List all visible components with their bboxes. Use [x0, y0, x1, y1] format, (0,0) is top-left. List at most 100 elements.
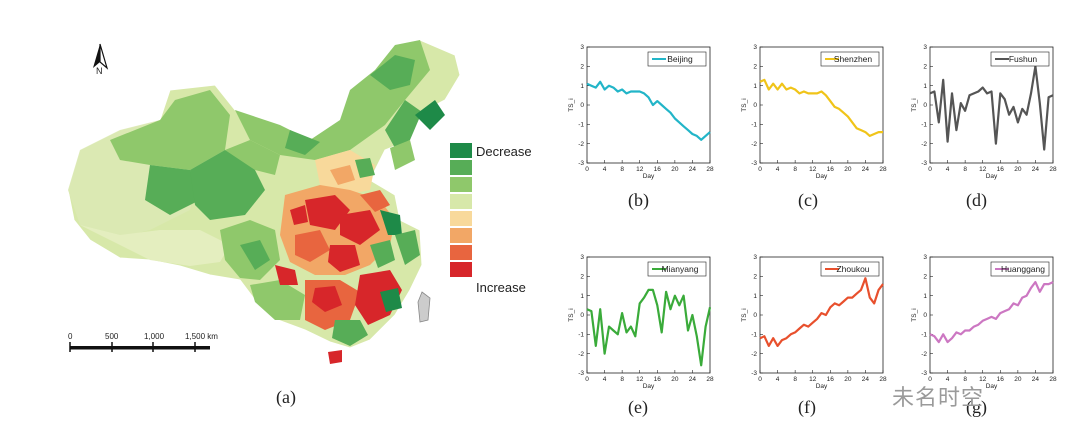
- x-tick-label: 28: [879, 376, 887, 383]
- x-tick-label: 20: [844, 376, 852, 383]
- x-axis-label: Day: [816, 173, 828, 180]
- legend-label: Mianyang: [662, 264, 699, 274]
- y-axis-label: TS_i: [741, 98, 748, 111]
- chart-fushun: -3 -2 -1 0 1 2 3 0 4 8 12 16 20 24 28 Day TS_i Fushun: [908, 35, 1068, 185]
- legend-box: [647, 51, 707, 67]
- y-tick-label: 2: [580, 64, 584, 71]
- legend-label: Fushun: [1009, 54, 1038, 64]
- y-tick-label: -3: [921, 370, 927, 377]
- watermark-text: 未名时空: [892, 386, 985, 411]
- x-tick-label: 28: [1049, 376, 1057, 383]
- y-tick-label: 2: [753, 274, 757, 281]
- y-tick-label: -3: [578, 160, 584, 167]
- y-tick-label: -3: [751, 160, 757, 167]
- x-axis-label: Day: [986, 173, 998, 180]
- series-line-huanggang: [929, 280, 1054, 344]
- y-tick-label: -1: [751, 332, 757, 339]
- y-tick-label: 2: [923, 274, 927, 281]
- legend-box: [820, 51, 880, 67]
- x-tick-label: 24: [689, 166, 697, 173]
- y-tick-label: 0: [753, 312, 757, 319]
- chart-zhoukou: -3 -2 -1 0 1 2 3 0 4 8 12 16 20 24 28 Day TS_i Zhoukou: [738, 245, 898, 395]
- y-tick-label: 2: [753, 64, 757, 71]
- x-tick-label: 16: [827, 166, 835, 173]
- y-tick-label: 3: [923, 254, 927, 261]
- chart-beijing: -3 -2 -1 0 1 2 3 0 4 8 12 16 20 24 28 Day TS_i Beijing: [565, 35, 725, 185]
- series-line-beijing: [586, 80, 711, 141]
- legend-swatch: [450, 211, 472, 226]
- x-tick-label: 8: [793, 166, 797, 173]
- map-svg: N: [67, 39, 532, 364]
- y-tick-label: 2: [580, 274, 584, 281]
- caption-g: (g): [966, 397, 987, 417]
- map-legend: Decrease Increase: [450, 143, 532, 295]
- series-line-fushun: [929, 65, 1054, 151]
- y-tick-label: -3: [578, 370, 584, 377]
- y-tick-label: -2: [751, 141, 757, 148]
- legend-swatch: [450, 160, 472, 175]
- x-tick-label: 16: [997, 166, 1005, 173]
- x-tick-label: 24: [1032, 376, 1040, 383]
- legend-increase-label: Increase: [476, 280, 526, 295]
- x-tick-label: 4: [946, 166, 950, 173]
- legend-swatch: [450, 194, 472, 209]
- y-tick-label: -1: [751, 122, 757, 129]
- scale-label: 500: [105, 332, 119, 341]
- y-tick-label: 3: [580, 254, 584, 261]
- x-tick-label: 20: [844, 166, 852, 173]
- y-axis-label: TS_i: [911, 308, 918, 321]
- x-tick-label: 28: [879, 166, 887, 173]
- y-tick-label: -1: [921, 122, 927, 129]
- x-tick-label: 16: [654, 166, 662, 173]
- x-tick-label: 16: [827, 376, 835, 383]
- y-tick-label: 1: [923, 293, 927, 300]
- x-tick-label: 4: [776, 166, 780, 173]
- x-tick-label: 12: [636, 166, 644, 173]
- x-tick-label: 28: [1049, 166, 1057, 173]
- x-tick-label: 0: [585, 376, 589, 383]
- legend-label: Beijing: [667, 54, 693, 64]
- y-axis-label: TS_i: [911, 98, 918, 111]
- x-tick-label: 12: [979, 376, 987, 383]
- x-tick-label: 20: [1014, 376, 1022, 383]
- x-tick-label: 8: [963, 166, 967, 173]
- y-tick-label: 2: [923, 64, 927, 71]
- y-axis-label: TS_i: [568, 98, 575, 111]
- y-tick-label: -3: [751, 370, 757, 377]
- caption-c: (c): [798, 190, 818, 210]
- x-tick-label: 8: [620, 376, 624, 383]
- x-tick-label: 8: [620, 166, 624, 173]
- y-axis-label: TS_i: [741, 308, 748, 321]
- y-tick-label: 3: [753, 254, 757, 261]
- x-tick-label: 20: [1014, 166, 1022, 173]
- x-tick-label: 12: [809, 166, 817, 173]
- y-tick-label: 0: [753, 102, 757, 109]
- y-tick-label: 3: [753, 44, 757, 51]
- x-tick-label: 24: [1032, 166, 1040, 173]
- y-tick-label: -1: [921, 332, 927, 339]
- caption-e: (e): [628, 397, 648, 417]
- x-tick-label: 4: [603, 166, 607, 173]
- caption-d: (d): [966, 190, 987, 210]
- x-tick-label: 4: [946, 376, 950, 383]
- y-axis-label: TS_i: [568, 308, 575, 321]
- x-tick-label: 0: [758, 166, 762, 173]
- x-tick-label: 8: [963, 376, 967, 383]
- x-tick-label: 20: [671, 376, 679, 383]
- x-axis-label: Day: [643, 383, 655, 390]
- y-tick-label: -2: [751, 351, 757, 358]
- x-axis-label: Day: [643, 173, 655, 180]
- x-tick-label: 12: [636, 376, 644, 383]
- x-tick-label: 4: [776, 376, 780, 383]
- x-tick-label: 16: [654, 376, 662, 383]
- caption-f: (f): [798, 397, 816, 417]
- legend-box: [990, 51, 1050, 67]
- series-line-shenzhen: [759, 78, 883, 138]
- x-tick-label: 0: [758, 376, 762, 383]
- x-tick-label: 24: [689, 376, 697, 383]
